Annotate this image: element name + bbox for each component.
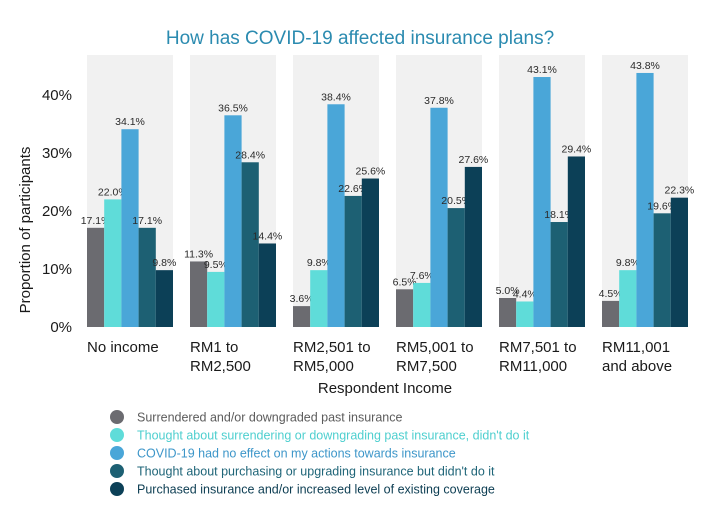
- legend: Surrendered and/or downgraded past insur…: [110, 410, 530, 497]
- bar: [241, 162, 259, 327]
- data-label: 7.6%: [410, 270, 434, 282]
- data-label: 27.6%: [459, 154, 489, 166]
- bar: [293, 306, 311, 327]
- data-label: 14.4%: [253, 230, 283, 242]
- legend-label: Thought about surrendering or downgradin…: [137, 429, 530, 443]
- bar: [155, 270, 173, 327]
- data-label: 37.8%: [424, 95, 454, 107]
- legend-marker: [110, 410, 124, 424]
- data-label: 25.6%: [356, 166, 386, 178]
- bar: [121, 129, 139, 327]
- bar: [87, 227, 105, 327]
- category-label: No income: [87, 339, 159, 356]
- data-label: 6.5%: [393, 276, 417, 288]
- bar: [516, 301, 534, 327]
- x-axis-title: Respondent Income: [318, 380, 452, 397]
- category-label: RM11,000: [499, 358, 567, 375]
- data-label: 11.3%: [184, 248, 213, 260]
- data-label: 9.8%: [152, 257, 176, 269]
- data-label: 43.8%: [630, 60, 660, 72]
- y-tick-label: 40%: [42, 87, 72, 104]
- category-label: RM11,001: [602, 339, 670, 356]
- chart-title: How has COVID-19 affected insurance plan…: [166, 28, 554, 49]
- bar: [207, 271, 225, 327]
- plot-area: 0% 10% 20% 30% 40% 17.1% 22.0% 34.1% 17.1% 9.8% No…: [42, 55, 694, 375]
- legend-label: Surrendered and/or downgraded past insur…: [137, 411, 403, 425]
- legend-marker: [110, 464, 124, 478]
- data-label: 4.5%: [599, 288, 623, 300]
- data-label: 28.4%: [235, 149, 265, 161]
- bar: [533, 77, 551, 328]
- category-label: RM7,500: [396, 358, 457, 375]
- bar: [138, 227, 156, 327]
- bar: [413, 282, 431, 327]
- data-label: 22.6%: [338, 183, 368, 195]
- data-label: 9.8%: [616, 257, 640, 269]
- data-label: 38.4%: [321, 91, 351, 103]
- bar: [567, 156, 585, 327]
- y-tick-label: 10%: [42, 261, 72, 278]
- legend-marker: [110, 446, 124, 460]
- data-label: 34.1%: [115, 116, 145, 128]
- category-label: RM5,001 to: [396, 339, 474, 356]
- category-label: RM7,501 to: [499, 339, 577, 356]
- bar: [361, 178, 379, 327]
- data-label: 17.1%: [132, 215, 162, 227]
- data-label: 19.6%: [647, 200, 677, 212]
- category-label: RM2,500: [190, 358, 251, 375]
- data-label: 22.3%: [665, 185, 695, 197]
- y-tick-label: 20%: [42, 203, 72, 220]
- data-label: 17.1%: [81, 215, 111, 227]
- legend-marker: [110, 482, 124, 496]
- y-tick-label: 0%: [50, 319, 72, 336]
- legend-label: Purchased insurance and/or increased lev…: [137, 483, 495, 497]
- bar: [636, 72, 654, 328]
- legend-label: COVID-19 had no effect on my actions tow…: [137, 447, 456, 461]
- data-label: 4.4%: [513, 288, 537, 300]
- data-label: 20.5%: [441, 195, 471, 207]
- bar: [464, 166, 482, 327]
- category-label: RM5,000: [293, 358, 354, 375]
- bar: [447, 208, 465, 327]
- bar: [550, 222, 568, 327]
- bar: [670, 197, 688, 327]
- category-label: RM1 to: [190, 339, 238, 356]
- data-label: 9.8%: [307, 257, 331, 269]
- bar: [602, 300, 620, 327]
- data-label: 36.5%: [218, 102, 248, 114]
- category-label: and above: [602, 358, 672, 375]
- bar: [619, 270, 637, 327]
- data-label: 9.5%: [204, 259, 228, 271]
- bar: [344, 195, 362, 327]
- data-label: 3.6%: [290, 293, 314, 305]
- bar: [653, 213, 671, 327]
- bar: [190, 261, 208, 327]
- y-axis-title: Proportion of participants: [17, 147, 34, 314]
- bar: [104, 199, 122, 327]
- bar: [396, 289, 414, 327]
- y-tick-label: 30%: [42, 145, 72, 162]
- bar: [224, 115, 242, 327]
- bar: [310, 270, 328, 327]
- bar: [327, 104, 345, 327]
- legend-marker: [110, 428, 124, 442]
- category-label: RM2,501 to: [293, 339, 371, 356]
- bar: [430, 107, 448, 327]
- bar: [499, 298, 517, 327]
- legend-label: Thought about purchasing or upgrading in…: [137, 465, 495, 479]
- data-label: 43.1%: [527, 64, 557, 76]
- data-label: 18.1%: [544, 209, 574, 221]
- data-label: 29.4%: [562, 143, 592, 155]
- bar: [258, 243, 276, 327]
- data-label: 5.0%: [496, 285, 520, 297]
- data-label: 22.0%: [98, 186, 128, 198]
